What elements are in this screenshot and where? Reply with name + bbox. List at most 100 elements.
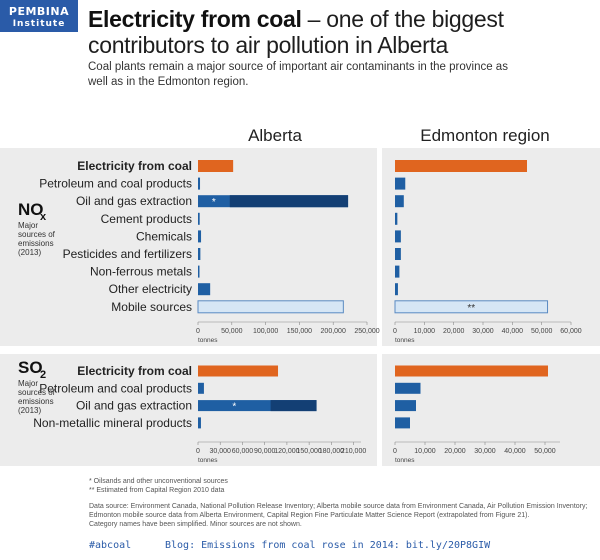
bar-segment <box>229 195 349 208</box>
pollutant-label: SO <box>18 358 43 377</box>
bar-annotation: * <box>212 197 216 208</box>
bar-annotation: ** <box>467 303 475 314</box>
bar <box>198 400 317 412</box>
logo-line1: PEMBINA <box>8 5 70 18</box>
tick-label: 60,000 <box>232 448 254 455</box>
hashtag-link[interactable]: #abcoal <box>89 540 132 551</box>
column-header-edmonton: Edmonton region <box>420 126 549 145</box>
bar <box>395 195 404 208</box>
source-line-2: Edmonton mobile source data from Alberta… <box>89 512 530 519</box>
bar <box>395 365 548 377</box>
column-header-alberta: Alberta <box>248 126 302 145</box>
bar <box>198 230 202 243</box>
tick-label: 250,000 <box>354 328 379 335</box>
title-bold: Electricity from coal <box>88 6 302 32</box>
category-label: Oil and gas extraction <box>76 194 192 208</box>
tick-label: 50,000 <box>534 448 556 455</box>
pollutant-description: sources of <box>18 230 56 239</box>
tick-label: 10,000 <box>414 448 436 455</box>
tick-label: 210,000 <box>341 448 366 455</box>
pollutant-description: emissions <box>18 397 54 406</box>
bar-annotation: * <box>232 402 236 413</box>
axis-unit: tonnes <box>395 337 415 344</box>
page-subtitle: Coal plants remain a major source of imp… <box>88 61 508 88</box>
bar <box>395 283 398 296</box>
tick-label: 0 <box>196 448 200 455</box>
category-label: Petroleum and coal products <box>39 177 192 191</box>
pollutant-description: Major <box>18 379 38 388</box>
category-label: Pesticides and fertilizers <box>63 247 192 261</box>
bar <box>198 177 201 190</box>
tick-label: 0 <box>196 328 200 335</box>
bar <box>198 248 201 260</box>
tick-label: 200,000 <box>321 328 346 335</box>
bar <box>395 248 401 260</box>
tick-label: 40,000 <box>504 448 526 455</box>
bar <box>395 265 400 278</box>
category-label: Other electricity <box>109 282 192 296</box>
footnote-1: * Oilsands and other unconventional sour… <box>89 478 228 485</box>
page-title: Electricity from coal – one of the bigge… <box>88 6 588 58</box>
axis-unit: tonnes <box>395 457 415 464</box>
axis-unit: tonnes <box>198 337 218 344</box>
pollutant-description: (2013) <box>18 406 41 415</box>
tick-label: 60,000 <box>560 328 582 335</box>
tick-label: 100,000 <box>253 328 278 335</box>
tick-label: 30,000 <box>210 448 232 455</box>
category-label: Cement products <box>101 212 192 226</box>
category-label: Petroleum and coal products <box>39 381 192 395</box>
bar <box>394 300 549 314</box>
pollutant-description: Major <box>18 221 38 230</box>
bar <box>198 365 279 377</box>
tick-label: 0 <box>393 448 397 455</box>
category-label: Chemicals <box>136 229 192 243</box>
bar <box>198 212 200 225</box>
pollutant-subscript: x <box>40 211 47 223</box>
source-line-3: Category names have been simplified. Min… <box>89 521 302 528</box>
pollutant-description: (2013) <box>18 248 41 257</box>
footnote-2: ** Estimated from Capital Region 2010 da… <box>89 487 225 494</box>
tick-label: 30,000 <box>472 328 494 335</box>
pembina-logo: PEMBINA Institute <box>0 0 78 32</box>
bar <box>198 283 211 296</box>
tick-label: 20,000 <box>443 328 465 335</box>
title-rest: – one of the biggest contributors to air… <box>88 6 504 58</box>
pollutant-label: NO <box>18 200 44 219</box>
tick-label: 40,000 <box>502 328 524 335</box>
bar-segment <box>270 400 317 412</box>
tick-label: 0 <box>393 328 397 335</box>
category-label: Mobile sources <box>111 300 192 314</box>
pollutant-subscript: 2 <box>40 369 46 381</box>
bar <box>395 160 527 172</box>
bar <box>198 382 204 394</box>
bar <box>395 417 410 429</box>
bar <box>395 230 401 243</box>
logo-line2: Institute <box>12 19 66 29</box>
category-label: Oil and gas extraction <box>76 399 192 413</box>
tick-label: 30,000 <box>474 448 496 455</box>
bar <box>197 300 344 314</box>
bar <box>395 400 416 412</box>
tick-label: 150,000 <box>287 328 312 335</box>
tick-label: 150,000 <box>296 448 321 455</box>
category-label: Electricity from coal <box>77 364 192 378</box>
tick-label: 120,000 <box>274 448 299 455</box>
bar <box>395 382 421 394</box>
pollutant-description: emissions <box>18 239 54 248</box>
tick-label: 180,000 <box>319 448 344 455</box>
bar <box>198 265 200 278</box>
bar <box>198 417 201 429</box>
bar <box>395 177 406 190</box>
source-line-1: Data source: Environment Canada, Nationa… <box>89 503 588 510</box>
tick-label: 50,000 <box>531 328 553 335</box>
tick-label: 20,000 <box>444 448 466 455</box>
blog-link[interactable]: Blog: Emissions from coal rose in 2014: … <box>165 540 491 551</box>
bar <box>395 212 398 225</box>
category-label: Electricity from coal <box>77 159 192 173</box>
bar <box>198 160 234 172</box>
category-label: Non-ferrous metals <box>90 265 192 279</box>
tick-label: 50,000 <box>221 328 243 335</box>
pollutant-description: sources of <box>18 388 56 397</box>
category-label: Non-metallic mineral products <box>33 416 192 430</box>
